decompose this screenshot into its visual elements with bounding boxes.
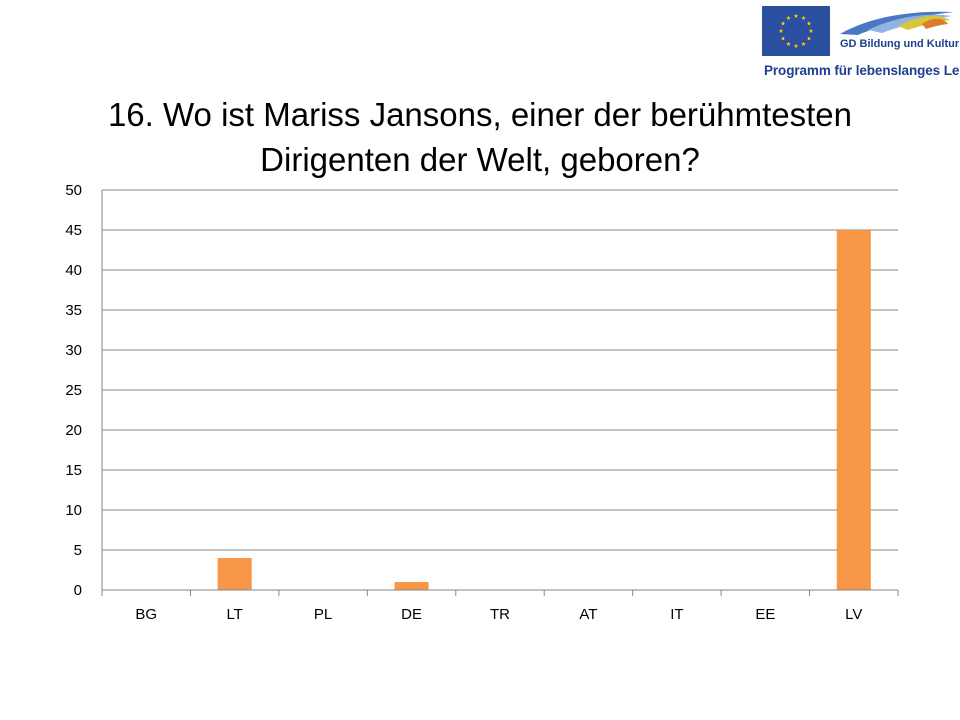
eu-star-icon xyxy=(806,21,812,26)
logo-area: GD Bildung und Kultur Programm für leben… xyxy=(762,6,960,84)
eu-star-icon xyxy=(801,15,806,20)
y-tick-label: 45 xyxy=(65,222,82,239)
bar-lt xyxy=(217,558,252,590)
eu-star-icon xyxy=(786,15,791,20)
logo-line-1: GD Bildung und Kultur xyxy=(840,38,960,50)
eu-star-icon xyxy=(801,41,806,46)
eu-star-icon xyxy=(778,28,784,33)
y-tick-label: 40 xyxy=(65,262,82,279)
y-tick-label: 5 xyxy=(74,542,82,559)
x-tick-label: LV xyxy=(845,606,862,623)
eu-star-icon xyxy=(808,28,814,33)
x-tick-label: IT xyxy=(670,606,683,623)
eu-star-icon xyxy=(793,43,799,48)
eu-star-icon xyxy=(806,36,812,41)
eu-star-icon xyxy=(793,13,799,18)
y-tick-label: 15 xyxy=(65,462,82,479)
y-tick-label: 20 xyxy=(65,422,82,439)
x-tick-label: AT xyxy=(579,606,597,623)
eu-star-icon xyxy=(786,41,791,46)
y-tick-label: 50 xyxy=(65,182,82,199)
eu-star-icon xyxy=(780,36,786,41)
eu-star-icon xyxy=(780,21,786,26)
logo-line-2: Programm für lebenslanges Lernen xyxy=(764,63,960,78)
bar-de xyxy=(394,582,429,590)
y-tick-label: 0 xyxy=(74,582,82,599)
chart-title: 16. Wo ist Mariss Jansons, einer der ber… xyxy=(107,96,853,178)
x-tick-label: BG xyxy=(135,606,157,623)
eu-flag-icon xyxy=(762,6,830,56)
x-tick-label: DE xyxy=(401,606,422,623)
y-tick-label: 30 xyxy=(65,342,82,359)
x-tick-label: EE xyxy=(755,606,775,623)
y-tick-label: 35 xyxy=(65,302,82,319)
x-tick-label: LT xyxy=(226,606,242,623)
x-tick-label: TR xyxy=(490,606,510,623)
y-tick-label: 25 xyxy=(65,382,82,399)
bar-lv xyxy=(836,230,871,590)
lifelong-learning-wing-icon xyxy=(840,11,954,35)
x-tick-label: PL xyxy=(314,606,332,623)
y-tick-label: 10 xyxy=(65,502,82,519)
